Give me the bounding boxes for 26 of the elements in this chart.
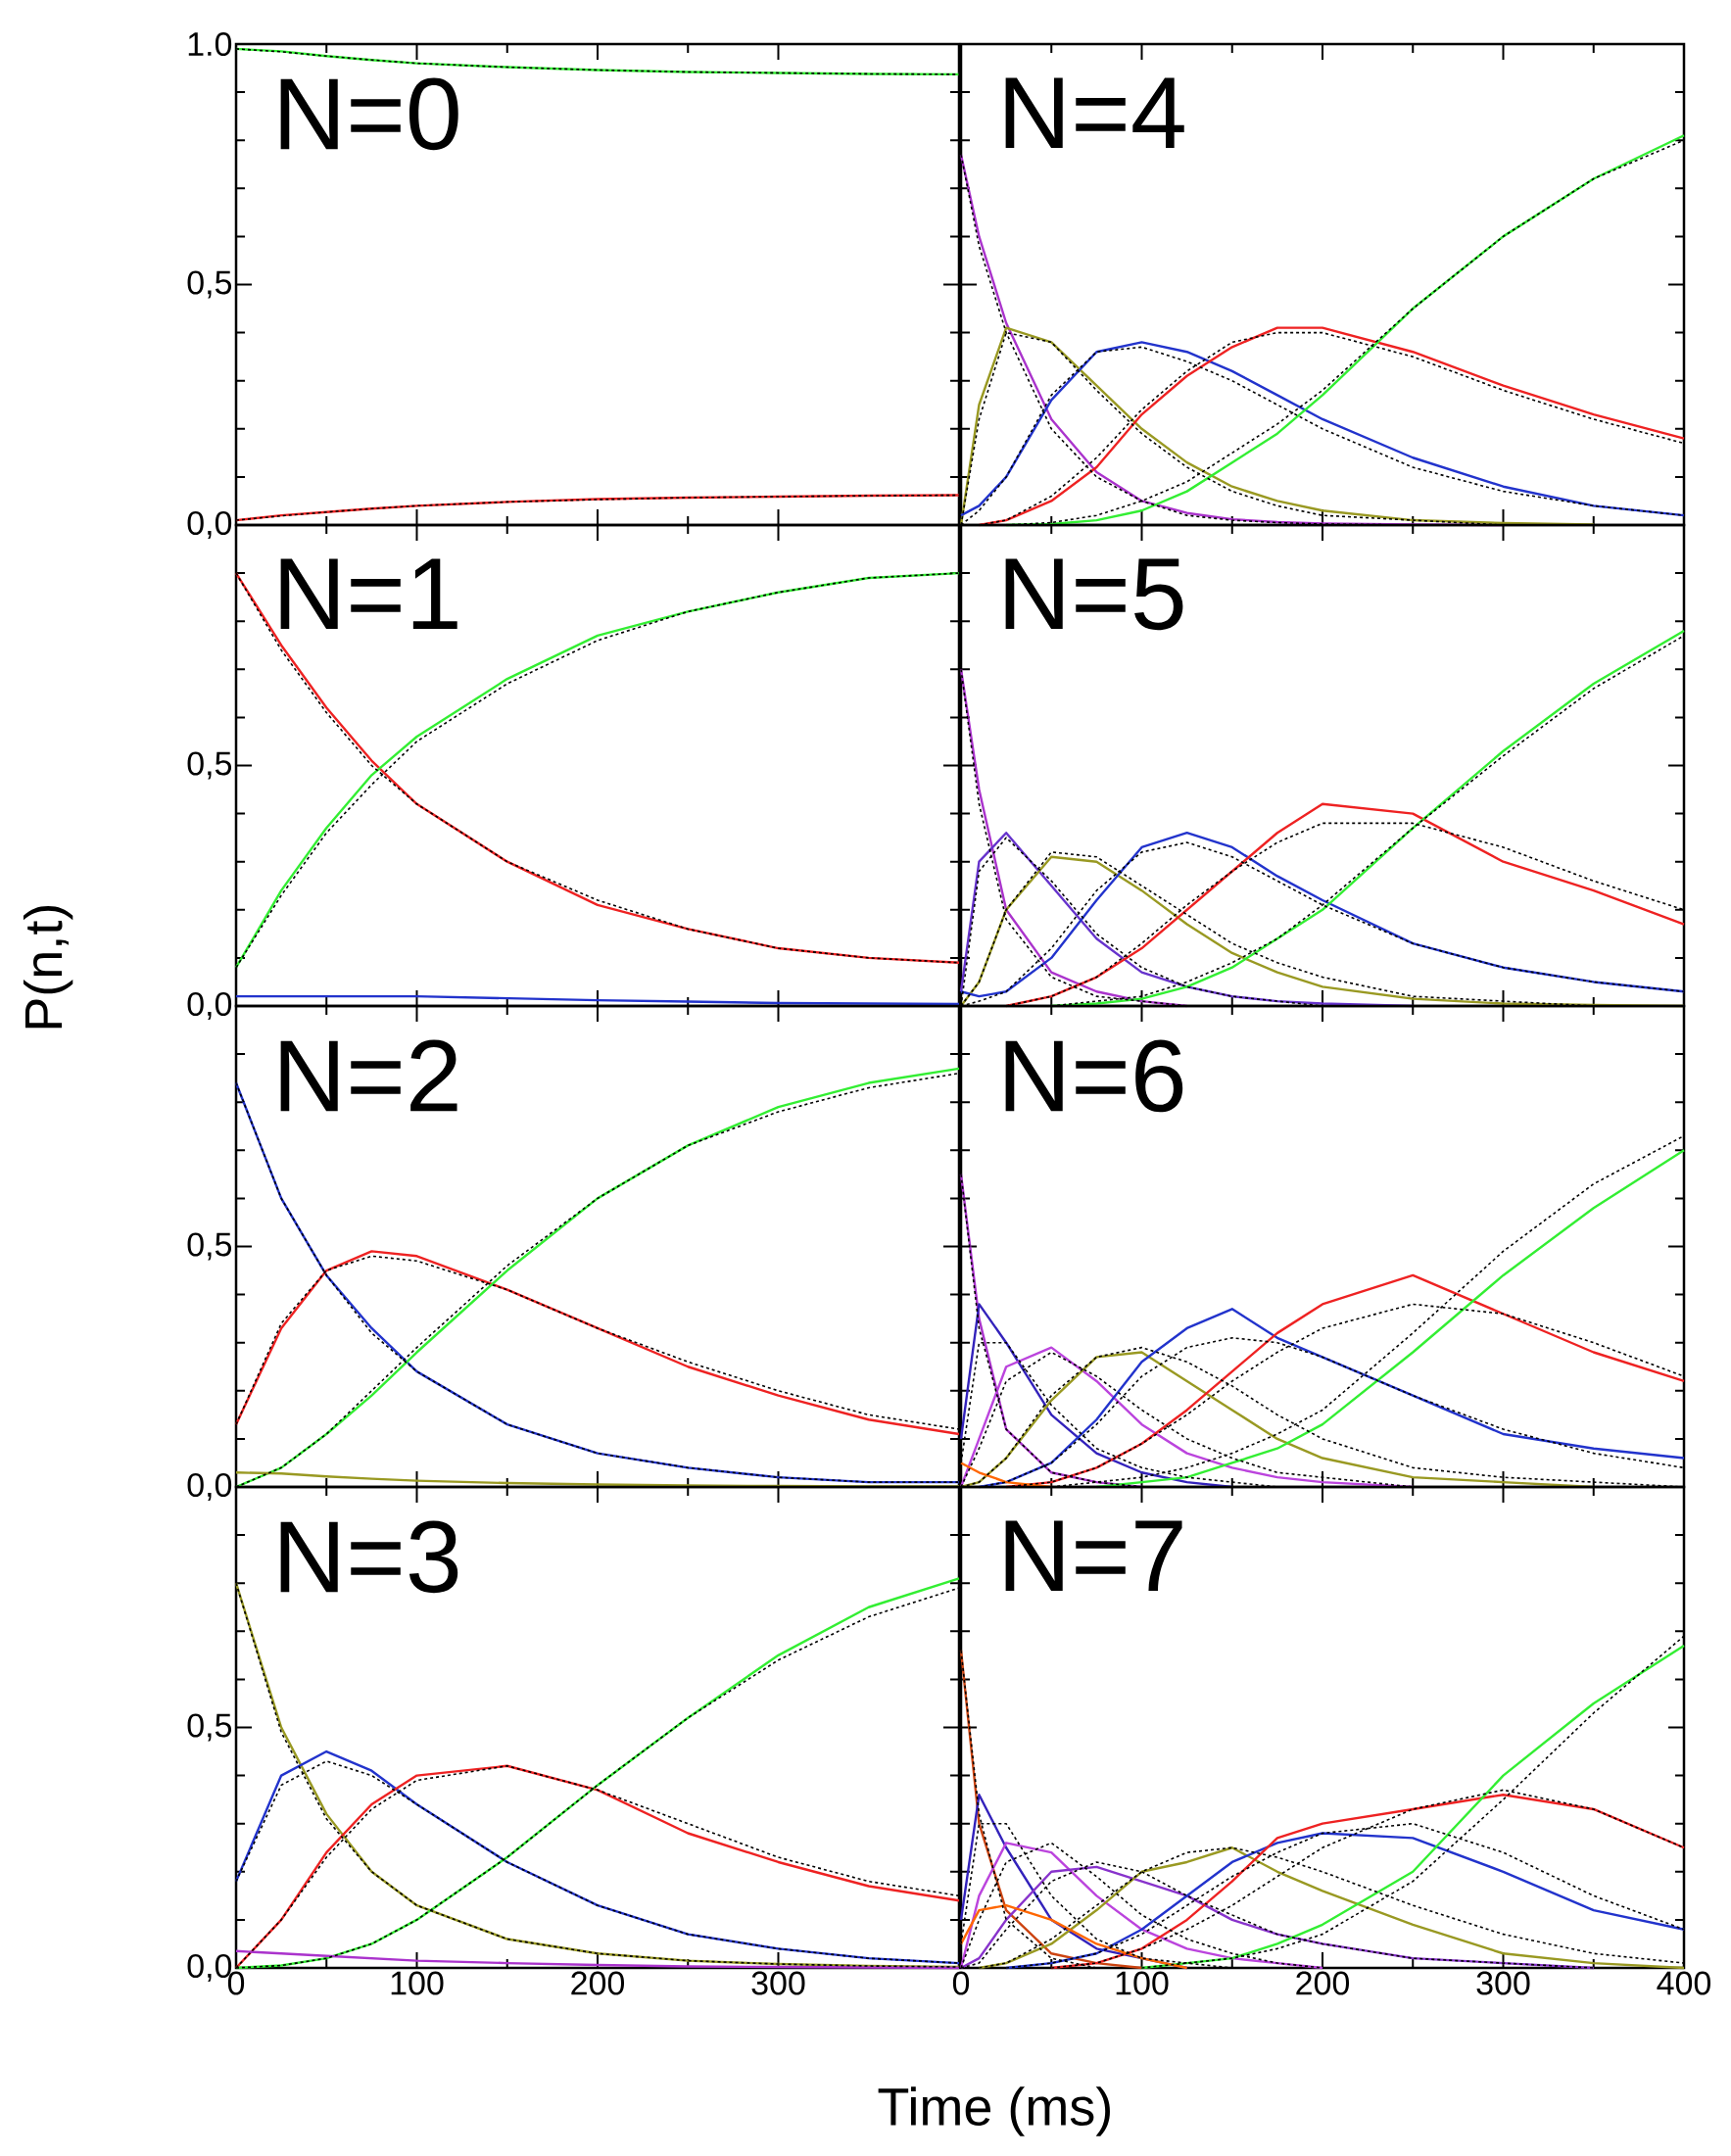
x-tick-label: 300 (751, 1971, 805, 1995)
y-tick-label: 0,5 (187, 751, 232, 780)
x-tick-label: 200 (1296, 1971, 1350, 1995)
y-tick-label: 0,0 (187, 991, 232, 1021)
x-axis-title: Time (ms) (878, 2086, 1110, 2136)
y-tick-label: 0,0 (187, 510, 232, 540)
annotation: N=1 (280, 558, 457, 630)
annotation: N=2 (280, 1039, 457, 1112)
annotation: N=4 (1005, 77, 1184, 149)
y-tick-label: 1.0 (188, 31, 232, 57)
x-tick-label: 300 (1476, 1971, 1530, 1995)
y-tick-label: 0,5 (187, 270, 232, 299)
annotation: N=6 (1005, 1039, 1183, 1113)
x-tick-label: 100 (1116, 1971, 1169, 1995)
annotation: N=7 (1005, 1520, 1182, 1592)
x-tick-label: 400 (1657, 1971, 1711, 1995)
y-tick-label: 0,5 (187, 1232, 232, 1261)
y-axis-title: P(n,t) (23, 906, 73, 1029)
y-tick-label: 0,0 (187, 1472, 232, 1502)
annotation: N=5 (1005, 558, 1183, 631)
y-tick-label: 0,5 (187, 1713, 232, 1742)
annotation: N=0 (280, 77, 458, 151)
annotation: N=3 (280, 1520, 458, 1594)
x-tick-label: 100 (391, 1971, 444, 1995)
x-tick-label: 0 (952, 1971, 970, 1995)
x-tick-label: 200 (571, 1971, 625, 1995)
